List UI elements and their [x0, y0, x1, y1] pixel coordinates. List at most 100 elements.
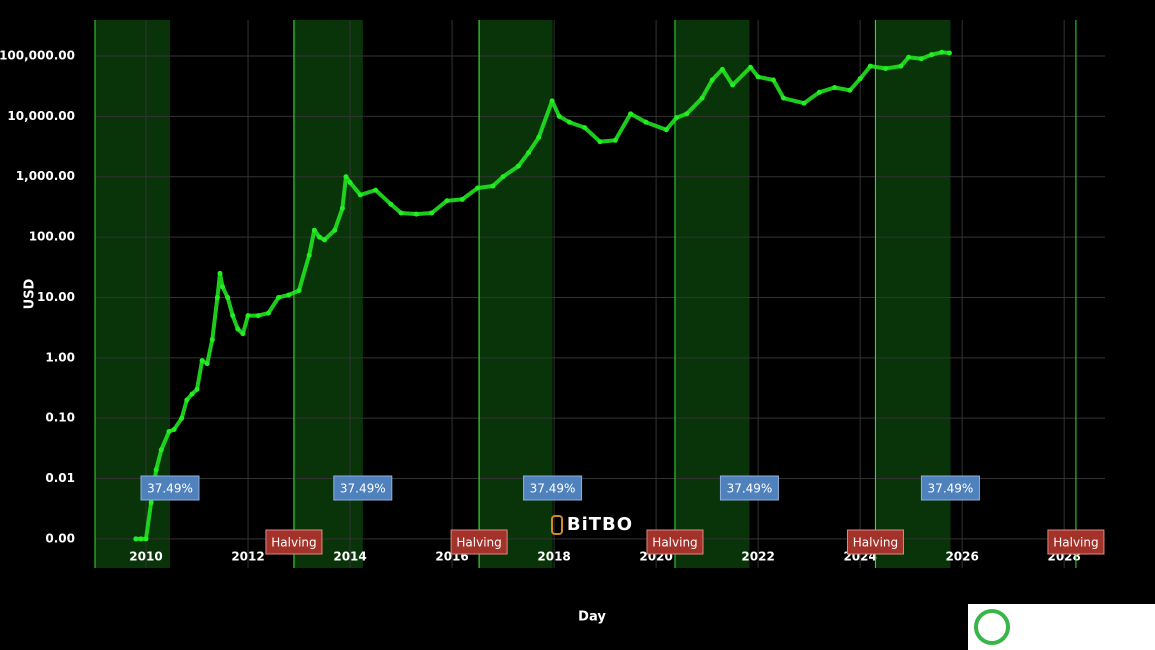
price-point [709, 77, 715, 83]
price-point [255, 313, 261, 319]
price-point [770, 77, 776, 83]
price-point [230, 313, 236, 319]
price-point [918, 56, 924, 62]
price-point [179, 415, 185, 421]
price-point [316, 234, 322, 240]
x-tick-label: 2026 [945, 550, 978, 564]
price-point [582, 125, 588, 131]
price-point [475, 185, 481, 191]
price-point [663, 127, 669, 133]
price-point [684, 111, 690, 117]
price-point [755, 74, 761, 80]
price-point [357, 192, 363, 198]
price-point [235, 326, 241, 332]
price-point [781, 95, 787, 101]
y-tick-label: 1.00 [45, 350, 75, 364]
price-point [388, 201, 394, 207]
price-point [332, 227, 338, 233]
price-point [220, 284, 226, 290]
band-label-box [920, 475, 980, 501]
price-point [643, 119, 649, 125]
price-point [184, 397, 190, 403]
band-label: 37.49% [340, 482, 386, 496]
price-point [556, 113, 562, 119]
y-tick-label: 0.00 [45, 531, 75, 545]
price-point [946, 50, 952, 56]
halving-label: Halving [853, 536, 898, 550]
halving-label: Halving [652, 536, 697, 550]
price-point [939, 49, 945, 55]
price-point [500, 174, 506, 180]
price-point [929, 52, 935, 58]
price-trace [135, 50, 950, 541]
band-label-box [719, 475, 779, 501]
price-point [276, 294, 282, 300]
price-point [296, 288, 302, 294]
price-point [189, 391, 195, 397]
price-point [214, 294, 220, 300]
y-tick-label: 100.00 [29, 230, 75, 244]
halving-label: Halving [456, 536, 501, 550]
price-point [322, 237, 328, 243]
price-point [699, 95, 705, 101]
price-point [311, 227, 317, 233]
price-point [566, 119, 572, 125]
price-point [597, 139, 603, 145]
price-point [719, 66, 725, 72]
halving-label-box [265, 529, 323, 555]
price-point [857, 76, 863, 82]
x-tick-label: 2014 [333, 550, 366, 564]
halving-label-box [1047, 529, 1105, 555]
price-point [906, 54, 912, 60]
band-label: 37.49% [530, 482, 576, 496]
price-point [194, 386, 200, 392]
price-point [209, 337, 215, 343]
price-point [867, 63, 873, 69]
price-point [526, 150, 532, 156]
price-point [217, 270, 223, 276]
price-point [245, 313, 251, 319]
price-point [343, 174, 349, 180]
price-point [143, 536, 149, 542]
halving-label-box [646, 529, 704, 555]
price-point [398, 210, 404, 216]
band-label-box [140, 475, 200, 501]
price-point [265, 310, 271, 316]
band-label: 37.49% [147, 482, 193, 496]
y-tick-label: 10.00 [37, 290, 75, 304]
watermark-icon [551, 515, 563, 535]
price-point [199, 358, 205, 364]
price-point [306, 252, 312, 258]
band-label: 37.49% [727, 482, 773, 496]
price-point [204, 361, 210, 367]
price-point [148, 500, 154, 506]
price-point [286, 292, 292, 298]
price-point [628, 111, 634, 117]
x-tick-label: 2018 [537, 550, 570, 564]
price-point [459, 196, 465, 202]
price-point [549, 98, 555, 104]
band-label-box [523, 475, 583, 501]
price-point [444, 198, 450, 204]
price-point [883, 65, 889, 71]
price-point [158, 447, 164, 453]
x-tick-label: 2010 [129, 550, 162, 564]
price-point [674, 115, 680, 121]
price-point [153, 467, 159, 473]
x-tick-label: 2012 [231, 550, 264, 564]
price-point [898, 63, 904, 69]
watermark: BiTBO [567, 514, 633, 535]
halving-label: Halving [1053, 536, 1098, 550]
price-point [816, 89, 822, 95]
y-axis-title: USD [23, 278, 38, 309]
price-point [747, 64, 753, 70]
y-tick-label: 0.10 [45, 411, 75, 425]
logo-title: 轻松科技 [1018, 608, 1122, 638]
price-point [490, 183, 496, 189]
band-label: 37.49% [928, 482, 974, 496]
y-tick-label: 10,000.00 [7, 109, 75, 123]
x-axis-title: Day [578, 610, 606, 625]
halving-label-box [450, 529, 508, 555]
price-point [225, 294, 231, 300]
